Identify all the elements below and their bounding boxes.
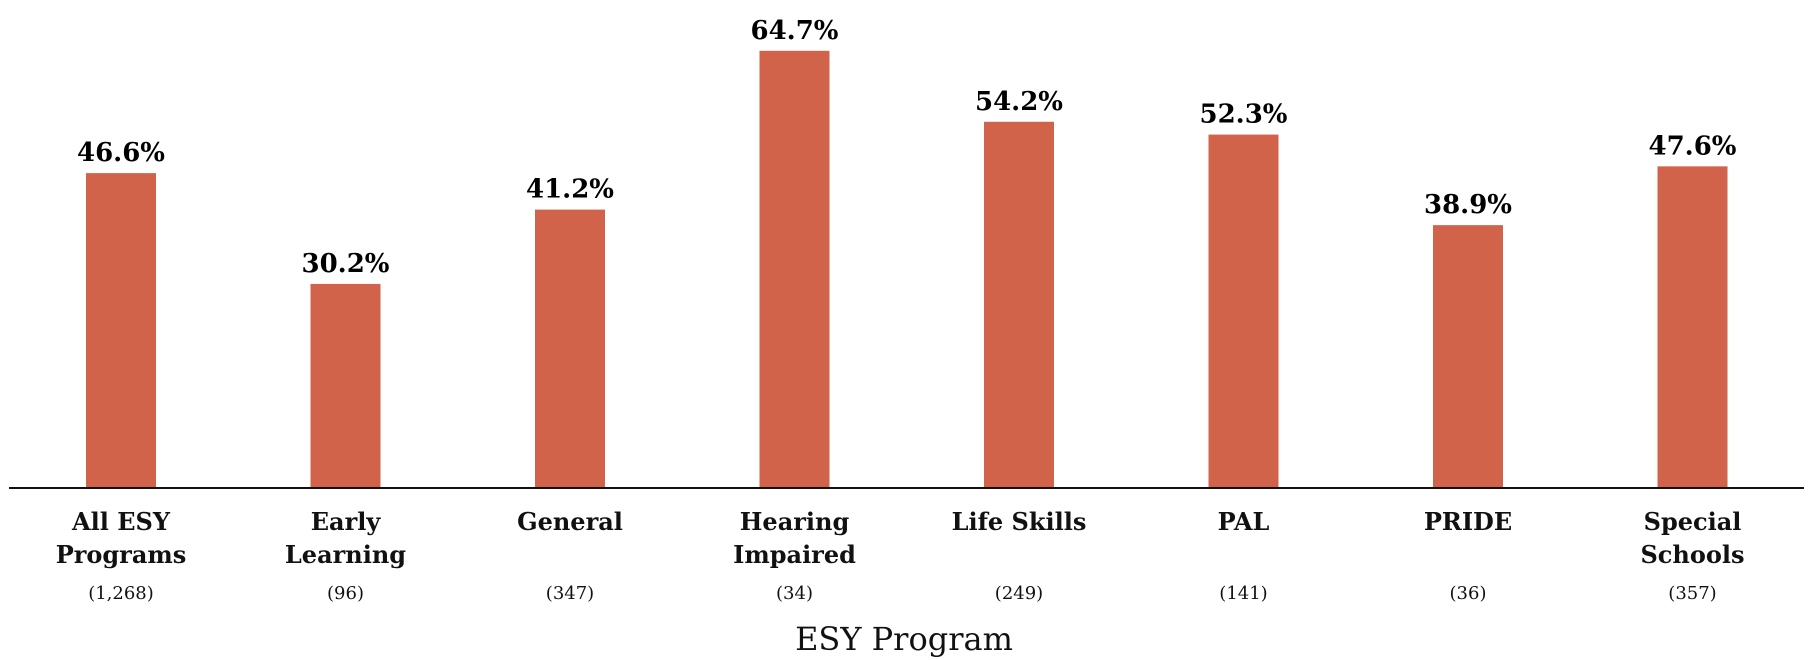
data-label: 38.9% [1424, 190, 1512, 220]
bar [310, 283, 381, 488]
x-tick-label: Hearing Impaired [733, 507, 856, 569]
bar [535, 209, 605, 488]
count-label: (357) [1668, 583, 1717, 604]
x-tick-label: Special Schools [1640, 507, 1745, 569]
x-tick-label: All ESY Programs [55, 507, 187, 569]
bar [1657, 166, 1728, 489]
bar [759, 50, 830, 488]
x-tick-label: Life Skills [951, 507, 1087, 536]
data-label: 54.2% [975, 87, 1063, 117]
data-label: 46.6% [77, 138, 165, 168]
count-label: (34) [776, 583, 813, 604]
data-label: 52.3% [1199, 100, 1287, 130]
count-label: (96) [327, 583, 364, 604]
x-tick-label: PRIDE [1423, 507, 1513, 536]
count-label: (36) [1449, 583, 1487, 604]
data-label: 47.6% [1648, 131, 1736, 161]
data-label: 41.2% [526, 175, 614, 205]
bar [1433, 225, 1503, 488]
bar [86, 173, 156, 489]
bar [984, 121, 1054, 489]
count-label: (347) [545, 583, 595, 604]
x-axis-title: ESY Program [795, 620, 1013, 658]
data-label: 64.7% [750, 16, 838, 46]
count-label: (141) [1219, 583, 1268, 604]
x-tick-label: Early Learning [284, 507, 407, 569]
x-tick-label: General [517, 507, 623, 536]
x-tick-label: PAL [1217, 507, 1270, 536]
data-label: 30.2% [301, 249, 389, 279]
bar [1208, 134, 1279, 488]
count-label: (1,268) [88, 583, 154, 604]
count-label: (249) [994, 583, 1044, 604]
